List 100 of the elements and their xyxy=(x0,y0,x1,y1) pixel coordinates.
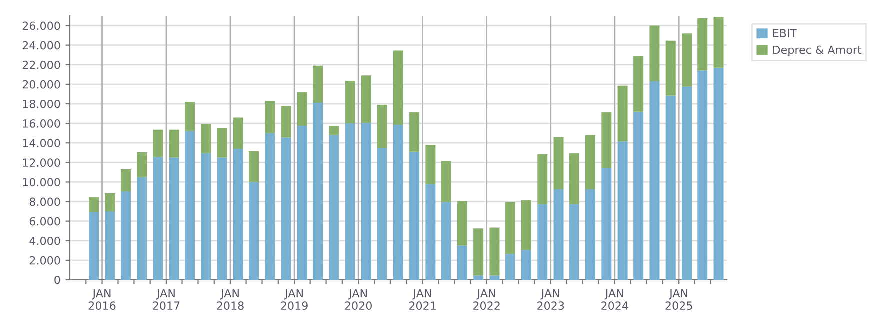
bar xyxy=(441,202,452,280)
bar xyxy=(329,126,340,136)
bar xyxy=(393,50,404,126)
bar xyxy=(426,145,436,184)
bar xyxy=(410,152,420,280)
y-tick-label: 14.000 xyxy=(23,139,60,148)
bar xyxy=(345,124,356,280)
y-tick-label: 26.000 xyxy=(22,22,60,30)
y-tick-label: 16.000 xyxy=(23,120,60,128)
bar xyxy=(569,153,580,204)
bar xyxy=(410,112,420,152)
bar xyxy=(184,131,195,280)
bar xyxy=(201,153,212,280)
bar xyxy=(297,126,308,280)
y-tick-label: 6.000 xyxy=(30,217,60,226)
bar xyxy=(265,101,276,134)
bar xyxy=(538,154,548,204)
y-tick-label: 2.000 xyxy=(30,256,60,265)
bar xyxy=(586,190,596,280)
bar xyxy=(217,158,228,280)
bar xyxy=(89,212,100,280)
bar xyxy=(393,125,404,280)
bar xyxy=(521,250,532,280)
bar xyxy=(153,130,164,158)
bar xyxy=(666,40,676,96)
bar xyxy=(602,112,612,168)
bar xyxy=(650,82,660,280)
bar xyxy=(505,254,516,280)
bar xyxy=(714,16,724,68)
bar xyxy=(554,190,564,280)
legend-label: Deprec & Amort xyxy=(773,46,862,56)
bar xyxy=(313,66,324,104)
bar xyxy=(281,138,292,280)
bar xyxy=(490,276,500,280)
bar xyxy=(201,124,212,154)
bar xyxy=(474,228,484,276)
bar xyxy=(682,34,692,87)
y-tick-label: 8.000 xyxy=(30,198,60,206)
bar xyxy=(329,135,340,280)
y-tick-label: 24.000 xyxy=(22,41,60,50)
bar xyxy=(281,106,292,138)
bar xyxy=(698,70,708,280)
bar xyxy=(345,81,356,124)
bar xyxy=(569,204,580,280)
bar xyxy=(505,202,516,254)
bar xyxy=(89,197,100,212)
y-tick-label: 12.000 xyxy=(23,158,60,168)
bar xyxy=(586,135,596,190)
bar xyxy=(521,200,532,250)
bar xyxy=(377,148,388,280)
bar xyxy=(217,128,228,158)
x-tick-label: JAN 2018 xyxy=(217,289,244,310)
bar xyxy=(634,112,644,280)
y-tick-label: 4.000 xyxy=(30,236,60,246)
bar xyxy=(682,86,692,280)
legend-label: EBIT xyxy=(773,29,798,38)
y-tick-label: 0 xyxy=(54,276,60,284)
bar xyxy=(297,92,308,126)
bar xyxy=(249,182,260,280)
x-tick-label: JAN 2022 xyxy=(474,289,500,310)
bar xyxy=(169,130,180,158)
bar xyxy=(698,18,708,71)
bar xyxy=(441,161,452,202)
bar xyxy=(184,102,195,132)
bar xyxy=(137,152,148,178)
y-tick-label: 22.000 xyxy=(22,60,60,70)
bar xyxy=(618,142,628,280)
bar xyxy=(602,168,612,280)
bar xyxy=(490,228,500,276)
bar xyxy=(554,137,564,190)
x-tick-label: JAN 2024 xyxy=(602,289,628,310)
bar xyxy=(153,157,164,280)
bar xyxy=(120,170,131,192)
x-tick-label: JAN 2020 xyxy=(345,289,372,310)
bar xyxy=(105,212,116,280)
bar xyxy=(474,276,484,280)
x-tick-label: JAN 2019 xyxy=(281,289,308,310)
bar xyxy=(313,103,324,280)
x-tick-label: JAN 2017 xyxy=(153,289,180,310)
x-tick-label: JAN 2021 xyxy=(409,289,436,310)
bar xyxy=(714,68,724,280)
x-tick-label: JAN 2025 xyxy=(666,289,692,310)
bar xyxy=(634,56,644,112)
x-tick-label: JAN 2016 xyxy=(88,289,116,310)
bar xyxy=(233,118,244,149)
bar xyxy=(233,148,244,280)
bar xyxy=(457,246,468,280)
x-tick-label: JAN 2023 xyxy=(538,289,564,310)
bar xyxy=(618,86,628,142)
bar xyxy=(361,76,372,124)
bar xyxy=(249,151,260,182)
bar xyxy=(361,123,372,280)
y-tick-label: 10.000 xyxy=(23,178,60,187)
bar xyxy=(105,193,116,212)
bar xyxy=(265,133,276,280)
bar xyxy=(457,201,468,246)
bar xyxy=(426,184,436,280)
bar xyxy=(169,158,180,280)
y-tick-label: 18.000 xyxy=(23,100,60,108)
y-tick-label: 20.000 xyxy=(22,80,60,89)
